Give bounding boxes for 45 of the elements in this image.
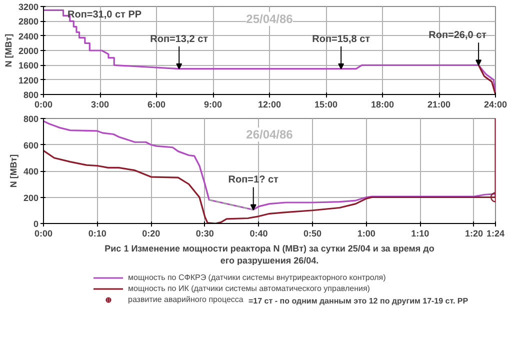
y-tick-label: 2800 bbox=[18, 16, 39, 27]
x-tick-label: 9:00 bbox=[204, 100, 222, 110]
x-tick-label: 24:00 bbox=[484, 100, 508, 110]
x-tick-label: 1:24 bbox=[486, 228, 505, 238]
y-tick-label: 200 bbox=[23, 192, 39, 203]
text: Рис 1 Изменение мощности реактора N (МВт) за сутки 25/04 и за время до его разрушения 26/04. bbox=[104, 244, 435, 266]
annotation: Rоп=15,8 ст bbox=[312, 34, 370, 45]
y-tick-label: 3200 bbox=[18, 2, 39, 12]
x-tick-label: 0:20 bbox=[142, 228, 160, 238]
x-tick-label: 18:00 bbox=[370, 100, 394, 110]
annotation: Rоп=31,0 ст РР bbox=[68, 10, 142, 21]
y-tick-label: 2400 bbox=[18, 31, 39, 42]
legend-label: развитие аварийного процесса bbox=[128, 295, 244, 304]
x-tick-label: 21:00 bbox=[427, 100, 451, 110]
x-tick-label: 3:00 bbox=[90, 100, 110, 110]
y-axis-title: N [МВт] bbox=[3, 34, 14, 68]
x-tick-label: 1:00 bbox=[357, 228, 376, 238]
y-tick-label: 600 bbox=[23, 140, 39, 150]
annotation: Rоп=1? ст bbox=[228, 174, 279, 186]
y-tick-label: 2000 bbox=[18, 46, 39, 56]
x-tick-label: 0:30 bbox=[196, 228, 214, 238]
annotation: Rоп=26,0 ст bbox=[428, 30, 487, 42]
annotation: 26/04/86 bbox=[246, 128, 294, 142]
legend-label: мощность по ИК (датчики системы автоматического управления) bbox=[128, 284, 370, 293]
x-tick-label: 15:00 bbox=[314, 100, 338, 110]
x-tick-label: 0:50 bbox=[304, 228, 322, 238]
x-tick-label: 1:10 bbox=[411, 228, 430, 238]
x-tick-label: 0:00 bbox=[34, 228, 53, 238]
x-tick-label: 1:20 bbox=[464, 228, 483, 238]
y-tick-label: 400 bbox=[23, 166, 39, 176]
annotation: Rоп=13,2 ст bbox=[150, 34, 208, 45]
text: =17 ст - по одним данным это 12 по другим 17-19 ст. РР bbox=[248, 296, 469, 306]
y-tick-label: 800 bbox=[23, 114, 39, 124]
x-tick-label: 6:00 bbox=[147, 100, 166, 110]
x-tick-label: 0:00 bbox=[34, 100, 53, 110]
x-tick-label: 0:10 bbox=[88, 228, 106, 238]
x-tick-label: 0:40 bbox=[250, 228, 268, 238]
annotation: 25/04/86 bbox=[246, 12, 294, 26]
legend-label: мощность по СФКРЭ (датчики системы внутриреакторного контроля) bbox=[128, 273, 386, 282]
y-axis-title: N [МВт] bbox=[8, 154, 18, 188]
y-tick-label: 0 bbox=[33, 219, 39, 229]
y-tick-label: 1200 bbox=[18, 75, 39, 86]
y-tick-label: 800 bbox=[23, 90, 39, 100]
y-tick-label: 1600 bbox=[18, 60, 39, 71]
x-tick-label: 12:00 bbox=[258, 100, 282, 110]
